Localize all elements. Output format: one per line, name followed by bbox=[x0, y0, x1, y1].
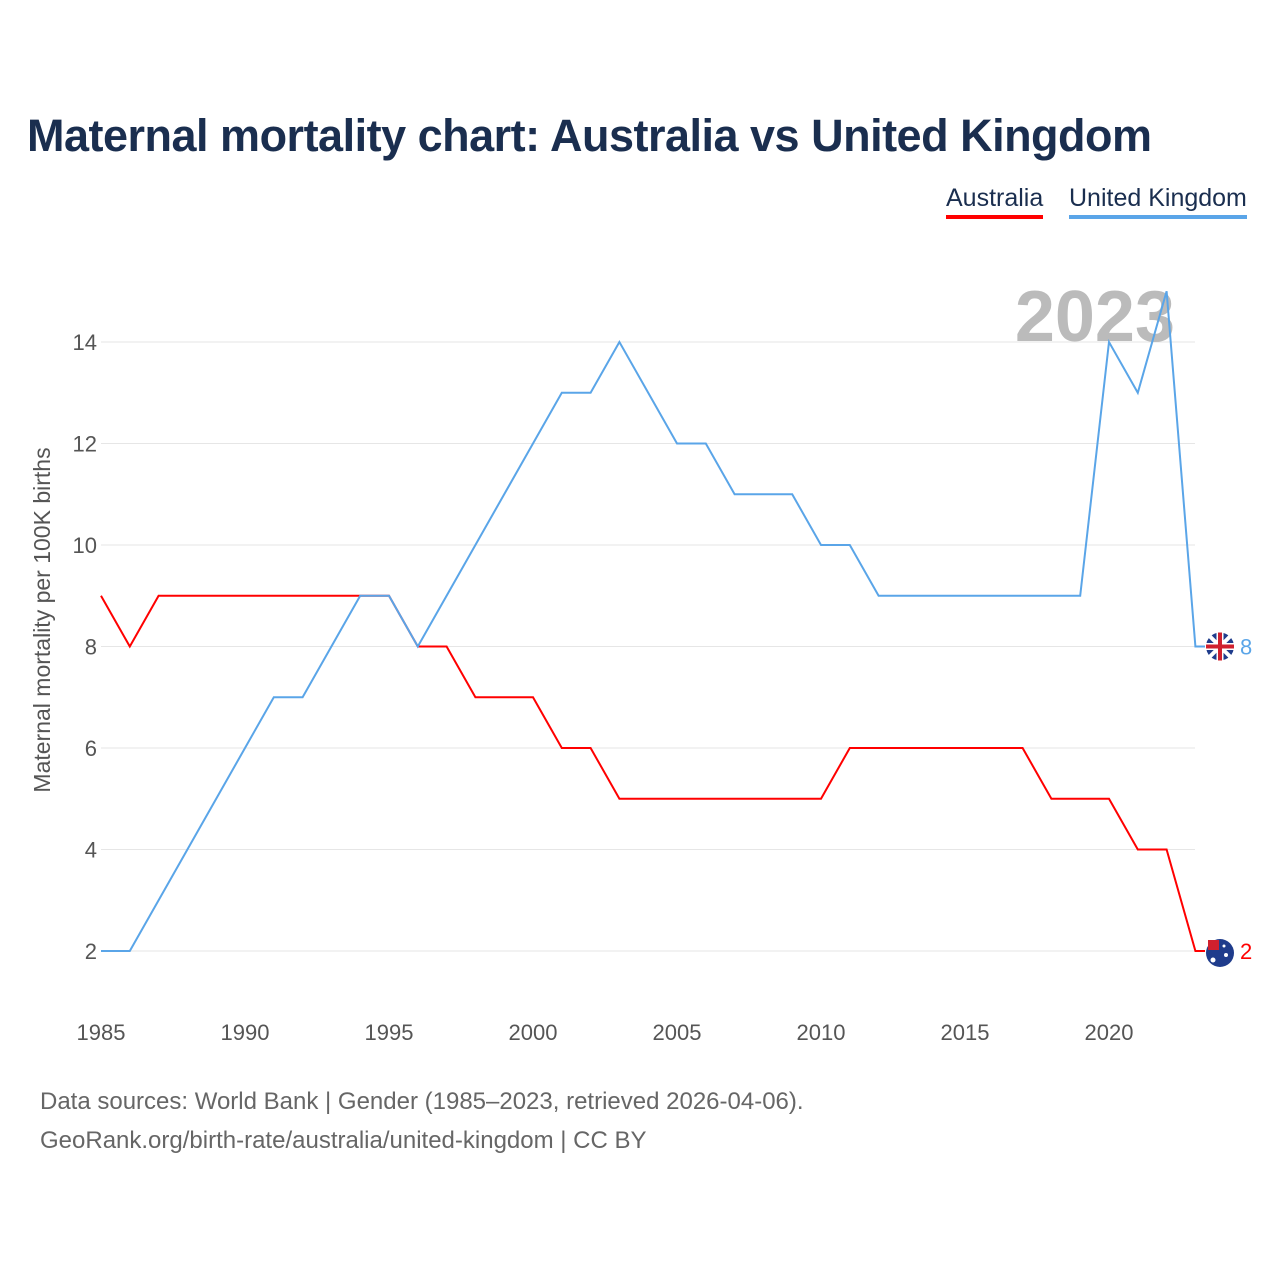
y-tick-label: 2 bbox=[85, 939, 97, 964]
y-tick-label: 4 bbox=[85, 838, 97, 863]
y-tick-label: 6 bbox=[85, 736, 97, 761]
x-tick-label: 2015 bbox=[941, 1020, 990, 1045]
x-tick-label: 2010 bbox=[797, 1020, 846, 1045]
y-axis-label: Maternal mortality per 100K births bbox=[29, 447, 55, 792]
year-label: 2023 bbox=[1015, 277, 1175, 357]
x-tick-label: 2020 bbox=[1085, 1020, 1134, 1045]
x-tick-label: 2000 bbox=[509, 1020, 558, 1045]
y-tick-label: 10 bbox=[73, 533, 97, 558]
legend-australia[interactable]: Australia bbox=[946, 184, 1044, 219]
source-link[interactable]: GeoRank.org/birth-rate/australia/united-… bbox=[40, 1127, 647, 1154]
source-text: Data sources: World Bank | Gender (1985–… bbox=[40, 1088, 804, 1115]
y-tick-label: 14 bbox=[73, 330, 97, 355]
legend-united-kingdom[interactable]: United Kingdom bbox=[1069, 184, 1247, 219]
series-line-australia bbox=[100, 594, 1205, 952]
y-tick-label: 8 bbox=[85, 635, 97, 660]
x-tick-label: 2005 bbox=[653, 1020, 702, 1045]
end-value-label: 8 bbox=[1240, 635, 1252, 660]
uk-flag-icon bbox=[1206, 632, 1234, 661]
y-tick-label: 12 bbox=[73, 432, 97, 457]
x-tick-label: 1990 bbox=[221, 1020, 270, 1045]
australia-flag-icon bbox=[1206, 939, 1234, 967]
end-value-label: 2 bbox=[1240, 939, 1252, 964]
series-line-united-kingdom bbox=[101, 290, 1205, 952]
x-tick-label: 1985 bbox=[77, 1020, 126, 1045]
x-tick-label: 1995 bbox=[365, 1020, 414, 1045]
chart-title: Maternal mortality chart: Australia vs U… bbox=[27, 110, 1152, 161]
